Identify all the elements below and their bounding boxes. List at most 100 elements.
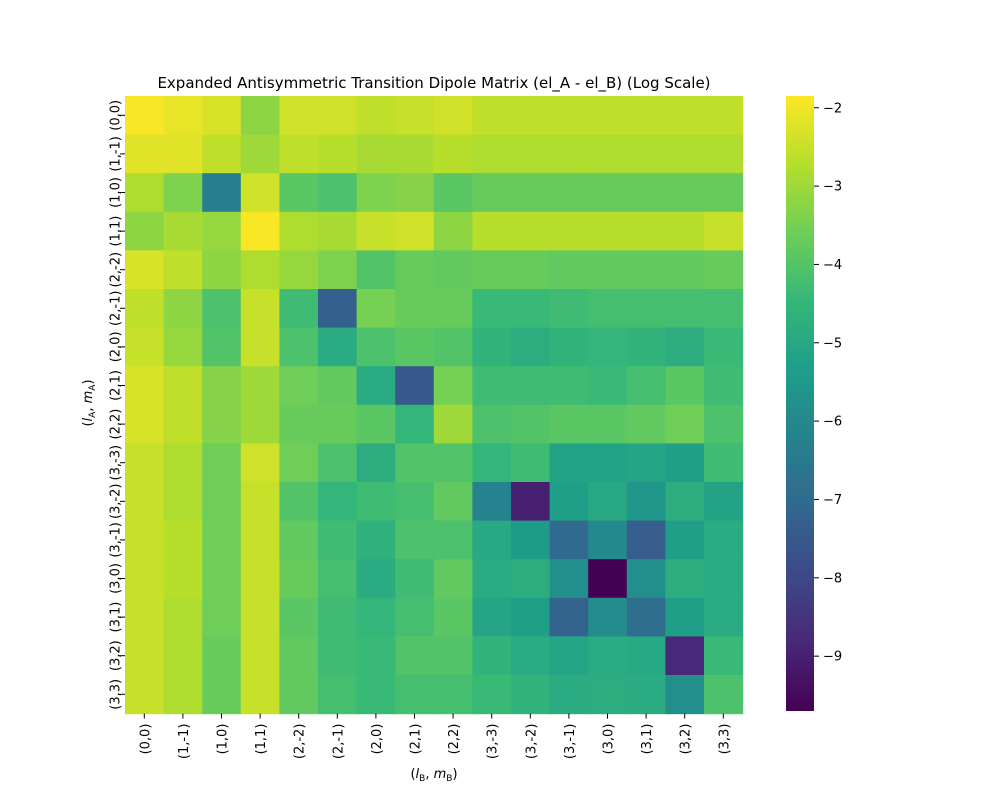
heatmap-cell	[356, 134, 396, 174]
heatmap-cell	[626, 211, 666, 251]
heatmap-cell	[163, 289, 203, 329]
heatmap-cell	[472, 404, 512, 444]
y-tick-label: (1,1)	[109, 216, 124, 247]
heatmap-cell	[356, 173, 396, 213]
heatmap-cell	[588, 636, 628, 676]
heatmap-cell	[279, 327, 319, 367]
heatmap-cell	[433, 134, 473, 174]
heatmap-cell	[549, 482, 589, 522]
heatmap-cell	[511, 96, 551, 136]
heatmap-cell	[279, 404, 319, 444]
heatmap-cell	[279, 289, 319, 329]
heatmap-cell	[125, 173, 165, 213]
heatmap-cell	[588, 597, 628, 637]
heatmap-cell	[395, 520, 435, 560]
heatmap-cell	[240, 327, 280, 367]
heatmap-cell	[626, 443, 666, 483]
heatmap-cell	[202, 675, 242, 715]
heatmap-cell	[626, 366, 666, 406]
heatmap-cell	[356, 404, 396, 444]
heatmap-cell	[240, 482, 280, 522]
heatmap-cell	[433, 327, 473, 367]
heatmap-cell	[511, 443, 551, 483]
heatmap-cell	[240, 366, 280, 406]
heatmap-cell	[395, 404, 435, 444]
heatmap-cell	[433, 482, 473, 522]
x-tick-label: (1,-1)	[177, 724, 192, 760]
x-tick-label: (2,1)	[409, 724, 424, 755]
heatmap-cell	[665, 520, 705, 560]
heatmap-cell	[511, 173, 551, 213]
heatmap-cell	[125, 211, 165, 251]
heatmap-cell	[511, 482, 551, 522]
heatmap-cell	[588, 289, 628, 329]
heatmap-cell	[163, 366, 203, 406]
x-tick-label: (3,3)	[717, 724, 732, 755]
heatmap-cell	[433, 597, 473, 637]
y-tick-label: (3,1)	[109, 602, 124, 633]
y-axis-label: (lA, mA)	[81, 379, 98, 426]
heatmap-cell	[588, 96, 628, 136]
heatmap-cell	[163, 96, 203, 136]
heatmap-cell	[356, 327, 396, 367]
heatmap-cell	[665, 173, 705, 213]
heatmap-cell	[665, 636, 705, 676]
heatmap-cell	[433, 443, 473, 483]
heatmap-cell	[318, 559, 358, 599]
y-tick-label: (3,-1)	[109, 522, 124, 558]
x-tick-label: (0,0)	[138, 724, 153, 755]
heatmap-cell	[704, 211, 744, 251]
heatmap-cell	[626, 173, 666, 213]
heatmap-cell	[511, 211, 551, 251]
heatmap-cell	[356, 96, 396, 136]
heatmap-cell	[202, 173, 242, 213]
heatmap-cell	[125, 366, 165, 406]
heatmap-cell	[588, 250, 628, 290]
heatmap-cell	[125, 482, 165, 522]
y-axis-ticks: (0,0) (1,-1) (1,0) (1,1) (2,-2) (2,-1) (2,0) (2…	[109, 100, 125, 710]
heatmap-cell	[125, 520, 165, 560]
heatmap-cell	[125, 134, 165, 174]
heatmap-cell	[588, 559, 628, 599]
heatmap-cell	[202, 250, 242, 290]
heatmap-cell	[472, 366, 512, 406]
heatmap-cell	[704, 482, 744, 522]
heatmap-cell	[588, 366, 628, 406]
heatmap-cell	[163, 520, 203, 560]
heatmap-cell	[588, 173, 628, 213]
heatmap-cell	[665, 289, 705, 329]
heatmap-cell	[318, 134, 358, 174]
heatmap-cell	[472, 173, 512, 213]
heatmap-cell	[318, 520, 358, 560]
colorbar-tick-label: −2	[823, 101, 842, 116]
heatmap-cell	[279, 482, 319, 522]
heatmap-cell	[125, 327, 165, 367]
heatmap-cell	[433, 636, 473, 676]
heatmap-cell	[511, 366, 551, 406]
heatmap-cell	[588, 482, 628, 522]
heatmap-cell	[588, 404, 628, 444]
heatmap-cell	[395, 289, 435, 329]
heatmap-cell	[549, 211, 589, 251]
x-tick-label: (2,0)	[370, 724, 385, 755]
heatmap-cell	[472, 289, 512, 329]
heatmap-cell	[163, 250, 203, 290]
heatmap-cell	[549, 366, 589, 406]
heatmap-cell	[704, 134, 744, 174]
heatmap-cell	[279, 134, 319, 174]
heatmap-cell	[626, 520, 666, 560]
heatmap-cell	[433, 520, 473, 560]
x-axis-label: (lB, mB)	[410, 767, 457, 784]
heatmap-cell	[202, 96, 242, 136]
y-tick-label: (0,0)	[109, 100, 124, 131]
heatmap-cell	[511, 597, 551, 637]
x-tick-label: (3,0)	[602, 724, 617, 755]
heatmap-cell	[472, 636, 512, 676]
y-tick-label: (2,-2)	[109, 252, 124, 288]
heatmap-cell	[549, 559, 589, 599]
heatmap-cell	[318, 482, 358, 522]
heatmap-cell	[356, 636, 396, 676]
colorbar	[786, 96, 814, 711]
heatmap-cell	[240, 96, 280, 136]
